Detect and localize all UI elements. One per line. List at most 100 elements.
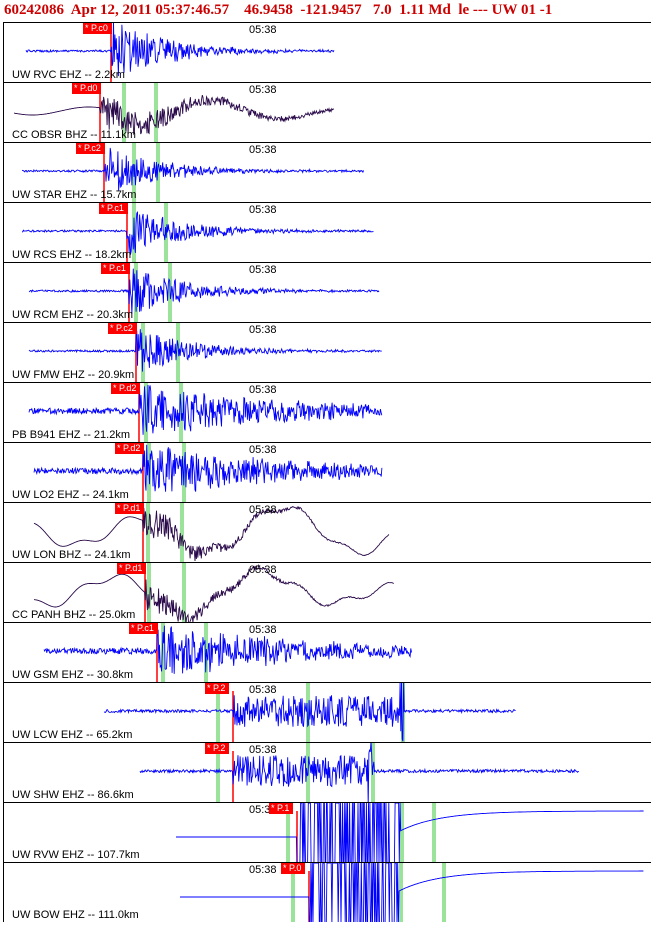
- time-tick-label: 05:38: [249, 684, 277, 696]
- waveform-line: [28, 268, 380, 314]
- trace-panel[interactable]: 05:38 * P.0 UW BOW EHZ -- 111.0km: [3, 862, 651, 922]
- station-label: UW LO2 EHZ -- 24.1km: [12, 489, 129, 501]
- trace-panel[interactable]: 05:38 * P.2 UW LCW EHZ -- 65.2km: [3, 682, 651, 742]
- arrival-marker: [216, 683, 220, 742]
- trace-panel[interactable]: 05:38 * P.c1 UW RCS EHZ -- 18.2km: [3, 202, 651, 262]
- waveform-line: [180, 863, 644, 922]
- event-id: 60242086: [4, 2, 64, 18]
- time-tick-label: 05:38: [249, 624, 277, 636]
- pick-flag[interactable]: * P.d1: [117, 563, 147, 574]
- arrival-marker: [154, 83, 158, 142]
- pick-flag[interactable]: * P.c1: [101, 263, 130, 274]
- waveform-line: [28, 329, 382, 372]
- seismogram-trace: [103, 683, 516, 742]
- seismogram-trace: [139, 743, 580, 802]
- time-tick-label: 05:38: [249, 564, 277, 576]
- trace-panel[interactable]: 05:38 * P.d1 CC PANH BHZ -- 25.0km: [3, 562, 651, 622]
- waveform-line: [21, 211, 374, 255]
- pick-flag[interactable]: * P.c2: [76, 143, 105, 154]
- pick-flag[interactable]: * P.c0: [83, 23, 112, 34]
- station-label: UW BOW EHZ -- 111.0km: [12, 909, 139, 921]
- waveform-line: [139, 743, 580, 802]
- arrival-marker: [400, 803, 404, 862]
- time-tick-label: 05:38: [249, 864, 277, 876]
- event-source: le --- UW 01 -1: [458, 2, 553, 18]
- waveform-line: [103, 683, 516, 742]
- trace-panel[interactable]: 05:38 * P.c2 UW STAR EHZ -- 15.7km: [3, 142, 651, 202]
- trace-panel[interactable]: 05:38 * P.c1 UW GSM EHZ -- 30.8km: [3, 622, 651, 682]
- seismogram-trace: [21, 143, 365, 202]
- station-label: CC PANH BHZ -- 25.0km: [12, 609, 136, 621]
- time-tick-label: 05:38: [249, 84, 277, 96]
- arrival-marker: [442, 863, 446, 922]
- station-label: UW STAR EHZ -- 15.7km: [12, 189, 137, 201]
- arrival-marker: [291, 863, 295, 922]
- trace-panel[interactable]: 05:38 * P.d2 PB B941 EHZ -- 21.2km: [3, 382, 651, 442]
- seismogram-trace: [28, 323, 382, 382]
- trace-panel[interactable]: 05:38 * P.1 UW RVW EHZ -- 107.7km: [3, 802, 651, 862]
- time-tick-label: 05:38: [249, 204, 277, 216]
- time-tick-label: 05:38: [249, 144, 277, 156]
- time-tick-label: 05:38: [249, 744, 277, 756]
- arrival-marker: [216, 743, 220, 802]
- arrival-marker: [286, 803, 290, 862]
- seismogram-trace: [21, 203, 374, 262]
- arrival-marker: [432, 803, 436, 862]
- waveform-line: [33, 444, 383, 492]
- event-datetime: Apr 12, 2011 05:37:46.57: [70, 2, 230, 18]
- arrival-marker: [122, 83, 126, 142]
- arrival-marker: [306, 683, 310, 742]
- station-label: UW LCW EHZ -- 65.2km: [12, 729, 133, 741]
- seismogram-trace: [176, 803, 644, 862]
- station-label: UW RCM EHZ -- 20.3km: [12, 309, 133, 321]
- waveform-line: [25, 23, 335, 77]
- pick-flag[interactable]: * P.c1: [129, 623, 158, 634]
- pick-flag[interactable]: * P.d0: [72, 83, 102, 94]
- pick-flag[interactable]: * P.2: [205, 683, 230, 694]
- trace-panel[interactable]: 05:38 * P.d1 UW LON BHZ -- 24.1km: [3, 502, 651, 562]
- station-label: UW GSM EHZ -- 30.8km: [12, 669, 134, 681]
- seismogram-trace: [28, 263, 380, 322]
- time-tick-label: 05:38: [249, 384, 277, 396]
- station-label: UW RCS EHZ -- 18.2km: [12, 249, 132, 261]
- pick-flag[interactable]: * P.d2: [115, 443, 145, 454]
- seismogram-trace: [33, 503, 390, 562]
- arrival-marker: [156, 143, 160, 202]
- waveform-line: [176, 803, 644, 862]
- pick-flag[interactable]: * P.c1: [99, 203, 128, 214]
- seismogram-trace: [33, 563, 394, 622]
- seismogram-panels: 05:38 * P.c0 UW RVC EHZ -- 2.2km 05:38 * P.d…: [3, 22, 651, 926]
- event-depth: 7.0: [372, 2, 392, 18]
- waveform-line: [43, 625, 412, 674]
- station-label: UW RVC EHZ -- 2.2km: [12, 69, 125, 81]
- trace-panel[interactable]: 05:38 * P.2 UW SHW EHZ -- 86.6km: [3, 742, 651, 802]
- time-tick-label: 05:38: [249, 324, 277, 336]
- trace-panel[interactable]: 05:38 * P.c1 UW RCM EHZ -- 20.3km: [3, 262, 651, 322]
- waveform-line: [28, 384, 383, 435]
- event-longitude: -121.9457: [300, 2, 362, 18]
- trace-panel[interactable]: 05:38 * P.c0 UW RVC EHZ -- 2.2km: [3, 22, 651, 82]
- pick-flag[interactable]: * P.1: [269, 803, 294, 814]
- arrival-marker: [147, 563, 151, 622]
- waveform-line: [13, 94, 335, 136]
- pick-flag[interactable]: * P.d1: [115, 503, 145, 514]
- seismogram-trace: [28, 383, 383, 442]
- time-tick-label: 05:38: [249, 444, 277, 456]
- pick-flag[interactable]: * P.d2: [111, 383, 141, 394]
- seismogram-trace: [25, 23, 335, 82]
- seismogram-trace: [180, 863, 644, 922]
- trace-panel[interactable]: 05:38 * P.c2 UW FMW EHZ -- 20.9km: [3, 322, 651, 382]
- station-label: UW FMW EHZ -- 20.9km: [12, 369, 135, 381]
- seismogram-trace: [33, 443, 383, 502]
- pick-flag[interactable]: * P.c2: [108, 323, 137, 334]
- pick-flag[interactable]: * P.0: [281, 863, 306, 874]
- arrival-marker: [176, 323, 180, 382]
- arrival-marker: [399, 863, 403, 922]
- time-tick-label: 05:38: [249, 24, 277, 36]
- station-label: UW RVW EHZ -- 107.7km: [12, 849, 140, 861]
- trace-panel[interactable]: 05:38 * P.d2 UW LO2 EHZ -- 24.1km: [3, 442, 651, 502]
- pick-flag[interactable]: * P.2: [205, 743, 230, 754]
- trace-panel[interactable]: 05:38 * P.d0 CC OBSR BHZ -- 11.1km: [3, 82, 651, 142]
- event-magnitude: 1.11 Md: [399, 2, 451, 18]
- seismogram-trace: [43, 623, 412, 682]
